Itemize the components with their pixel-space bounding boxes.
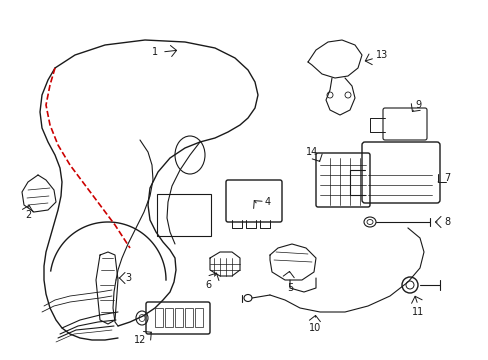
Text: 2: 2 [25,210,31,220]
Text: 14: 14 [305,147,318,157]
Text: 7: 7 [443,173,449,183]
Text: 11: 11 [411,307,423,317]
Text: 13: 13 [375,50,387,60]
Text: 3: 3 [124,273,131,283]
Text: 6: 6 [204,280,211,290]
Text: 4: 4 [264,197,270,207]
Text: 5: 5 [286,283,292,293]
Text: 1: 1 [152,47,158,57]
Text: 8: 8 [443,217,449,227]
Text: 12: 12 [134,335,146,345]
Text: 10: 10 [308,323,321,333]
Text: 9: 9 [414,100,420,110]
